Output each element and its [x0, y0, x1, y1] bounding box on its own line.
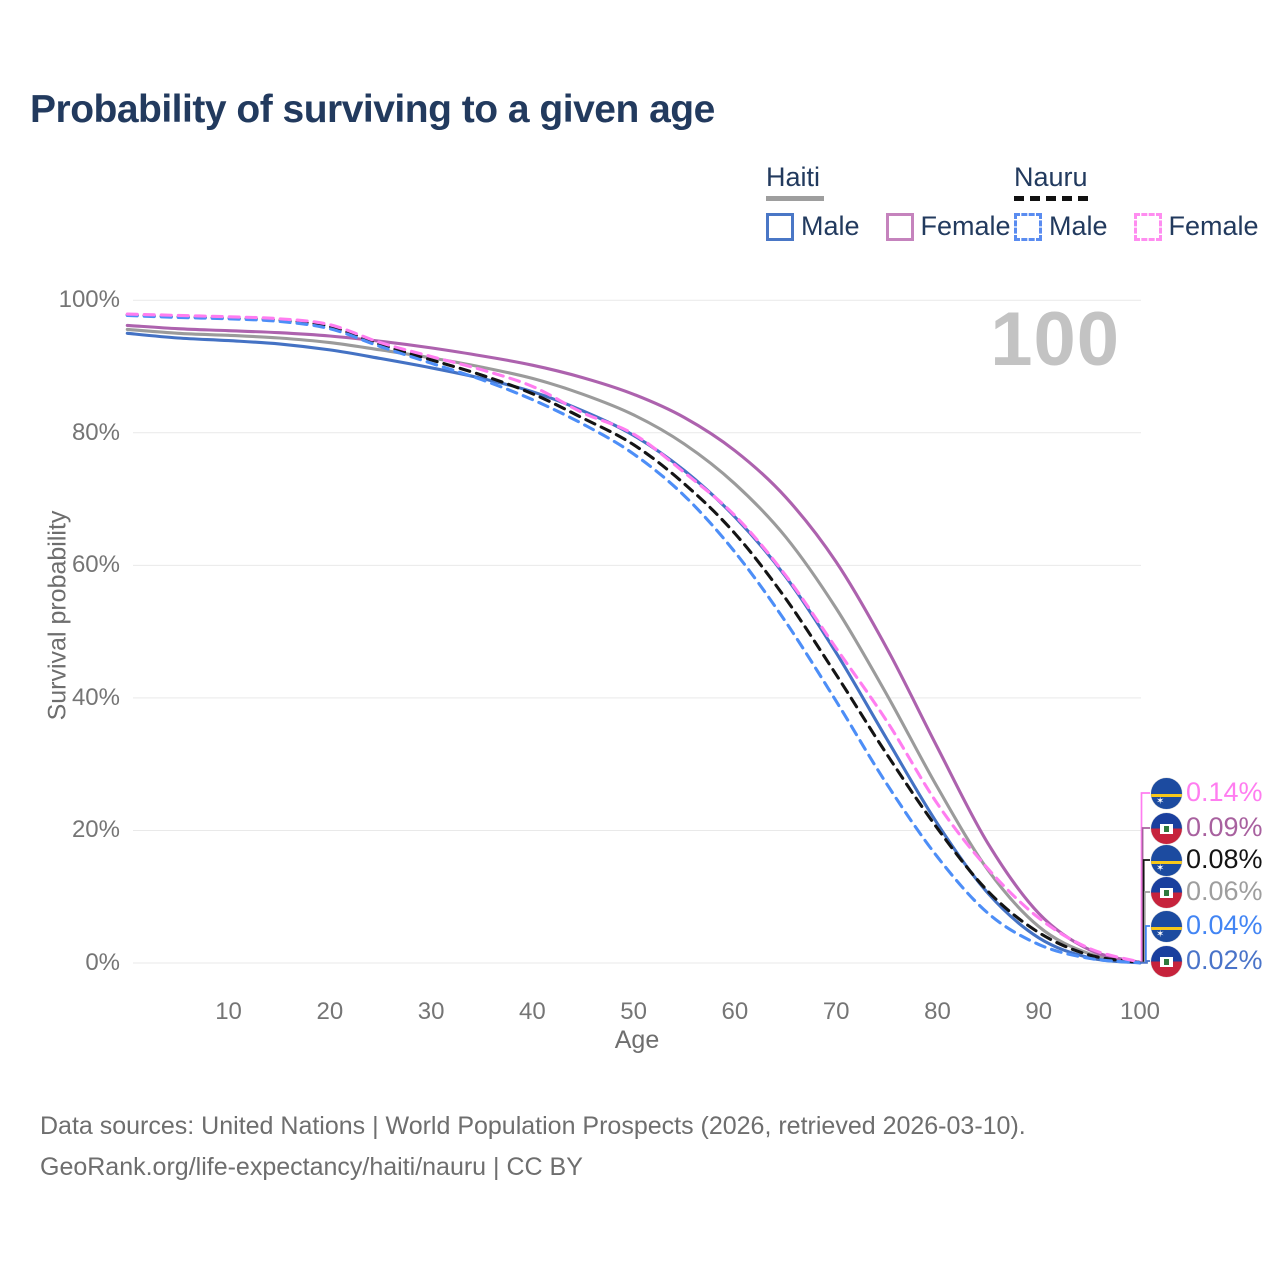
y-axis-title: Survival probability [43, 510, 72, 721]
end-label-connector-haiti-male [1140, 960, 1150, 964]
end-value-haiti-male: 0.02% [1186, 945, 1263, 975]
end-value-haiti: 0.06% [1186, 876, 1263, 906]
line-nauru-female [125, 312, 1142, 964]
legend-item-nauru-female[interactable]: Female [1133, 211, 1259, 242]
y-tick-40: 40% [71, 683, 120, 711]
y-tick-100: 100% [58, 286, 120, 314]
legend-country-nauru: Nauru [1014, 162, 1088, 192]
footer-line-1: Data sources: United Nations | World Pop… [40, 1112, 1026, 1140]
y-tick-0: 0% [85, 949, 120, 976]
haiti-flag-palm [1164, 889, 1169, 896]
haiti-flag-emblem [1160, 823, 1173, 834]
end-value-haiti-female: 0.09% [1186, 812, 1263, 842]
x-tick-100: 100 [1119, 998, 1161, 1025]
haiti-flag-emblem [1160, 887, 1173, 898]
x-tick-90: 90 [1025, 998, 1053, 1025]
y-tick-80: 80% [71, 418, 120, 446]
legend-label-male: Male [801, 211, 860, 241]
legend-swatch-nauru-female [1133, 212, 1162, 241]
nauru-flag-stripe [1151, 793, 1182, 797]
y-tick-60: 60% [71, 551, 120, 579]
haiti-flag-palm [1164, 825, 1169, 832]
nauru-flag-star: ✶ [1156, 795, 1165, 807]
legend-label-female: Female [1168, 211, 1259, 241]
end-value-nauru: 0.08% [1186, 844, 1263, 874]
x-tick-10: 10 [215, 998, 242, 1025]
haiti-flag-palm [1164, 958, 1169, 965]
legend-item-haiti-female[interactable]: Female [885, 211, 1011, 242]
end-value-nauru-female: 0.14% [1186, 777, 1263, 807]
legend-country-haiti: Haiti [766, 162, 821, 192]
page-title: Probability of surviving to a given age [30, 88, 715, 131]
y-tick-20: 20% [71, 816, 120, 844]
nauru-flag-star: ✶ [1156, 928, 1165, 940]
data-source-footer: Data sources: United Nations | World Pop… [40, 1106, 1026, 1188]
legend-dashed-line-sample [1014, 196, 1090, 201]
legend-label-male: Male [1049, 211, 1108, 241]
x-tick-60: 60 [721, 998, 749, 1025]
x-tick-70: 70 [822, 998, 850, 1025]
line-haiti [125, 327, 1142, 965]
legend-swatch-haiti-male [766, 212, 794, 241]
x-tick-50: 50 [620, 998, 647, 1025]
end-value-nauru-male: 0.04% [1186, 910, 1263, 940]
x-tick-40: 40 [519, 998, 546, 1025]
line-nauru-male [125, 313, 1142, 965]
age-counter-watermark: 100 [990, 297, 1120, 382]
legend-group-haiti: Haiti Male Female [766, 162, 1011, 242]
legend-item-nauru-male[interactable]: Male [1014, 211, 1108, 242]
haiti-flag-icon [1151, 812, 1182, 844]
legend-swatch-nauru-male [1014, 212, 1042, 241]
legend-item-haiti-male[interactable]: Male [766, 211, 860, 242]
x-tick-30: 30 [417, 998, 445, 1025]
line-haiti-female [125, 323, 1142, 964]
nauru-flag-star: ✶ [1156, 862, 1165, 874]
nauru-flag-stripe [1151, 860, 1182, 864]
footer-line-2: GeoRank.org/life-expectancy/haiti/nauru … [40, 1153, 583, 1181]
haiti-flag-icon [1151, 945, 1182, 977]
haiti-flag-icon [1151, 876, 1182, 908]
nauru-flag-icon: ✶ [1151, 910, 1182, 942]
x-tick-20: 20 [316, 998, 344, 1025]
line-nauru [125, 313, 1142, 965]
legend-swatch-haiti-female [885, 212, 914, 241]
x-axis-title: Age [614, 1026, 660, 1054]
legend-label-female: Female [920, 211, 1011, 241]
legend-solid-line-sample [766, 196, 824, 201]
haiti-flag-emblem [1160, 956, 1173, 967]
nauru-flag-stripe [1151, 926, 1182, 930]
nauru-flag-icon: ✶ [1151, 844, 1182, 876]
x-tick-80: 80 [924, 998, 951, 1025]
nauru-flag-icon: ✶ [1151, 777, 1182, 809]
legend-group-nauru: Nauru Male Female [1014, 162, 1259, 242]
